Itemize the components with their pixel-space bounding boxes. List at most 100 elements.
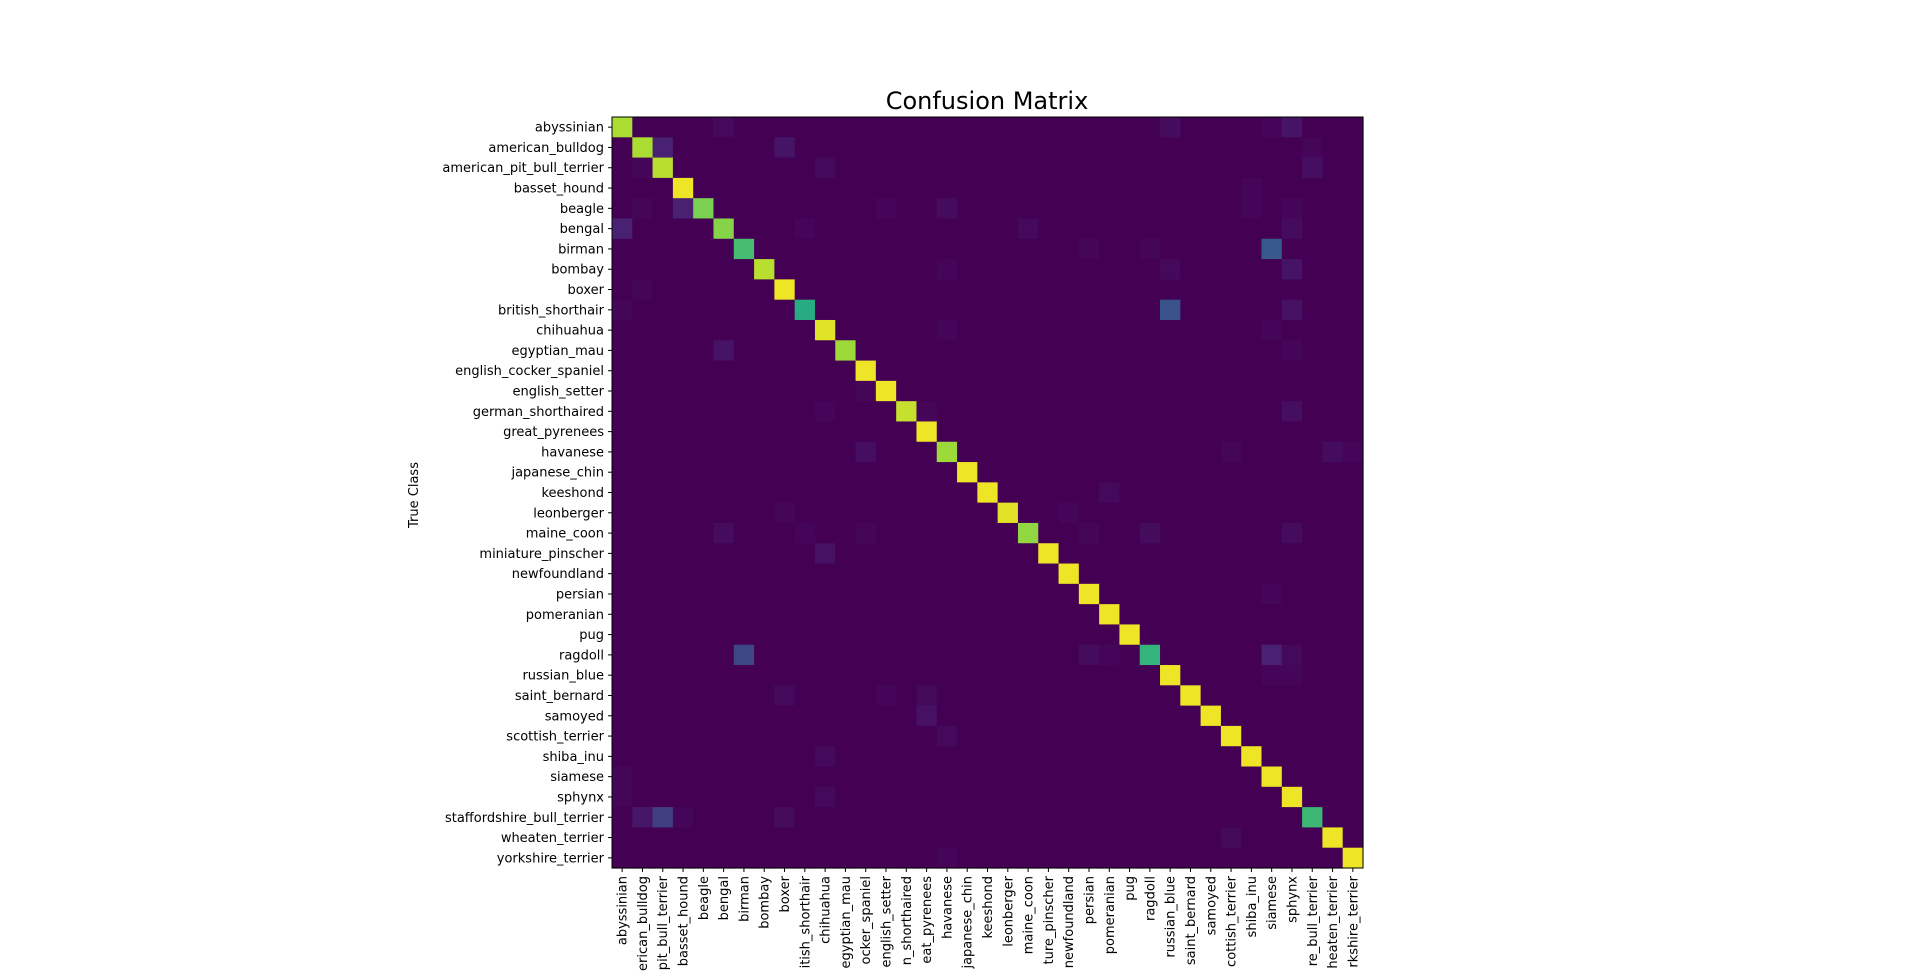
heatmap-cell bbox=[1078, 563, 1100, 585]
heatmap-cell bbox=[794, 482, 816, 504]
y-tick-label: persian bbox=[556, 587, 604, 602]
heatmap-cell bbox=[1281, 177, 1303, 199]
heatmap-cell bbox=[896, 604, 918, 626]
heatmap-cell bbox=[855, 441, 877, 463]
heatmap-cell bbox=[693, 543, 715, 565]
heatmap-cell bbox=[1017, 522, 1039, 544]
heatmap-cell bbox=[1281, 482, 1303, 504]
heatmap-cell bbox=[1119, 665, 1141, 686]
heatmap-cell bbox=[1281, 117, 1303, 138]
heatmap-cell bbox=[1139, 665, 1161, 686]
heatmap-cell bbox=[1180, 380, 1202, 402]
y-tick-label: samoyed bbox=[545, 709, 604, 724]
heatmap-cell bbox=[1302, 299, 1324, 321]
heatmap-cell bbox=[936, 786, 958, 808]
heatmap-cell bbox=[814, 705, 836, 727]
heatmap-cell bbox=[774, 482, 796, 504]
heatmap-cell bbox=[1220, 522, 1242, 544]
heatmap-cell bbox=[612, 177, 633, 199]
heatmap-cell bbox=[1281, 685, 1303, 707]
heatmap-cell bbox=[1342, 665, 1364, 686]
heatmap-cell bbox=[875, 421, 897, 443]
heatmap-cell bbox=[936, 705, 958, 727]
heatmap-cell bbox=[1342, 604, 1364, 626]
heatmap-cell bbox=[1099, 340, 1121, 362]
heatmap-cell bbox=[794, 157, 816, 179]
heatmap-cell bbox=[1200, 117, 1222, 138]
heatmap-cell bbox=[733, 522, 755, 544]
heatmap-cell bbox=[774, 340, 796, 362]
heatmap-cell bbox=[936, 644, 958, 666]
heatmap-cell bbox=[1180, 644, 1202, 666]
heatmap-cell bbox=[936, 543, 958, 565]
heatmap-cell bbox=[1038, 218, 1060, 240]
heatmap-cell bbox=[1180, 401, 1202, 423]
heatmap-cell bbox=[693, 218, 715, 240]
heatmap-cell bbox=[632, 360, 654, 382]
heatmap-cell bbox=[977, 644, 999, 666]
heatmap-cell bbox=[652, 198, 674, 220]
heatmap-cell bbox=[1139, 441, 1161, 463]
heatmap-cell bbox=[672, 117, 694, 138]
heatmap-cell bbox=[1281, 847, 1303, 869]
heatmap-cell bbox=[652, 482, 674, 504]
heatmap-cell bbox=[1200, 177, 1222, 199]
heatmap-cell bbox=[652, 502, 674, 524]
heatmap-cell bbox=[774, 705, 796, 727]
heatmap-cell bbox=[814, 401, 836, 423]
heatmap-cell bbox=[1038, 543, 1060, 565]
heatmap-cell bbox=[1342, 725, 1364, 747]
heatmap-cell bbox=[632, 401, 654, 423]
heatmap-cell bbox=[1220, 137, 1242, 159]
heatmap-cell bbox=[1099, 725, 1121, 747]
heatmap-cell bbox=[1302, 279, 1324, 301]
heatmap-cell bbox=[794, 685, 816, 707]
y-tick-label: pug bbox=[579, 628, 604, 643]
heatmap-cell bbox=[835, 827, 857, 849]
heatmap-cell bbox=[612, 218, 633, 240]
heatmap-cell bbox=[612, 766, 633, 788]
x-tick-label: bombay bbox=[758, 876, 773, 929]
heatmap-cell bbox=[814, 482, 836, 504]
heatmap-cell bbox=[957, 543, 978, 565]
heatmap-cell bbox=[774, 624, 796, 646]
heatmap-cell bbox=[693, 827, 715, 849]
heatmap-cell bbox=[1281, 827, 1303, 849]
heatmap-cell bbox=[875, 218, 897, 240]
heatmap-cell bbox=[875, 482, 897, 504]
heatmap-cell bbox=[1241, 401, 1263, 423]
heatmap-cell bbox=[916, 462, 938, 483]
heatmap-cell bbox=[916, 847, 938, 869]
heatmap-cell bbox=[733, 360, 755, 382]
heatmap-cell bbox=[1241, 421, 1263, 443]
heatmap-cell bbox=[1038, 624, 1060, 646]
heatmap-cell bbox=[1160, 665, 1181, 686]
heatmap-cell bbox=[896, 502, 918, 524]
heatmap-cell bbox=[1322, 340, 1344, 362]
heatmap-cell bbox=[1078, 380, 1100, 402]
heatmap-cell bbox=[1261, 604, 1283, 626]
heatmap-cell bbox=[835, 117, 857, 138]
heatmap-cell bbox=[1241, 827, 1263, 849]
heatmap-cell bbox=[997, 522, 1019, 544]
heatmap-cell bbox=[1241, 705, 1263, 727]
heatmap-cell bbox=[1058, 604, 1080, 626]
x-tick-label: maine_coon bbox=[1022, 876, 1037, 954]
heatmap-cell bbox=[1139, 827, 1161, 849]
heatmap-cell bbox=[733, 827, 755, 849]
heatmap-cell bbox=[733, 421, 755, 443]
heatmap-cell bbox=[1220, 665, 1242, 686]
heatmap-cell bbox=[977, 522, 999, 544]
heatmap-cell bbox=[977, 238, 999, 260]
heatmap-cell bbox=[875, 279, 897, 301]
heatmap-cell bbox=[1342, 644, 1364, 666]
y-tick-label: english_cocker_spaniel bbox=[455, 364, 604, 379]
heatmap-cell bbox=[896, 766, 918, 788]
heatmap-cell bbox=[977, 360, 999, 382]
heatmap-cell bbox=[896, 462, 918, 483]
heatmap-cell bbox=[693, 198, 715, 220]
heatmap-cell bbox=[936, 177, 958, 199]
heatmap-cell bbox=[1160, 522, 1181, 544]
heatmap-cell bbox=[1281, 198, 1303, 220]
heatmap-cell bbox=[997, 340, 1019, 362]
